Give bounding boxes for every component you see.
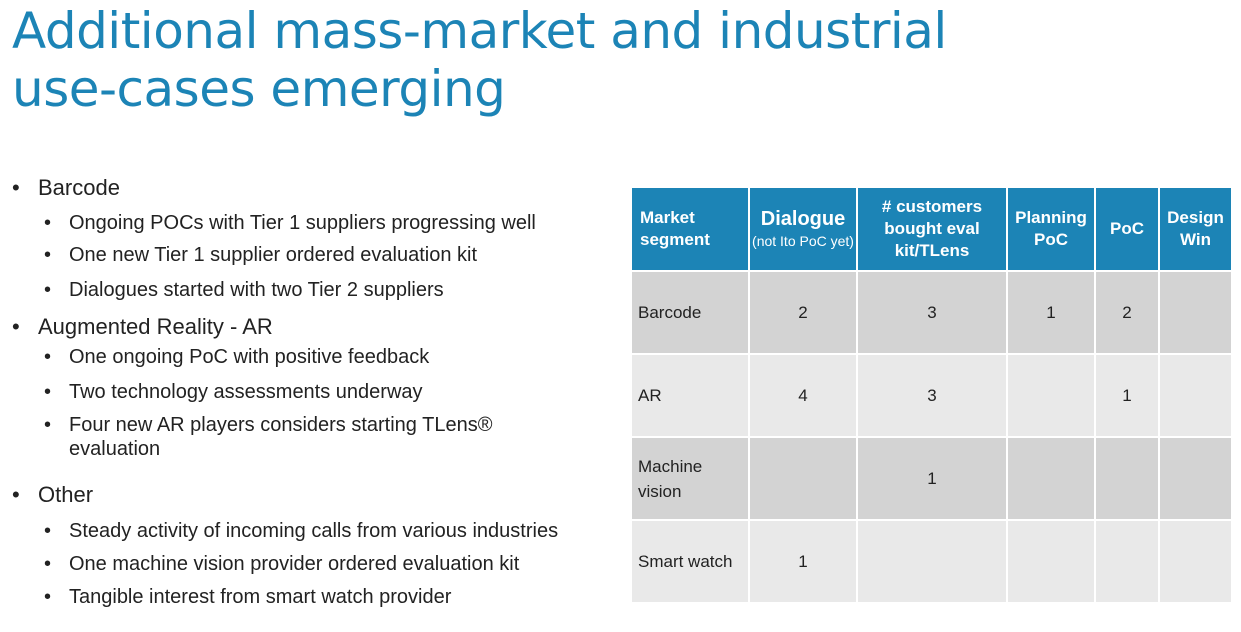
bullet-other: Other (12, 478, 622, 512)
cell-design-win (1158, 436, 1233, 521)
header-customers: # customers bought eval kit/TLens (856, 186, 1008, 272)
table-row: Barcode 2 3 1 2 (630, 270, 1233, 355)
header-customers-label: # customers bought eval kit/TLens (881, 197, 983, 260)
cell-poc (1094, 436, 1160, 521)
cell-segment: Smart watch (630, 519, 750, 604)
bullet-ar: Augmented Reality - AR (12, 310, 622, 344)
cell-planning (1006, 519, 1096, 604)
cell-dialogue: 4 (748, 353, 858, 438)
sub-bullet: Steady activity of incoming calls from v… (12, 519, 622, 543)
table-row: Smart watch 1 (630, 519, 1233, 604)
sub-bullet: Ongoing POCs with Tier 1 suppliers progr… (12, 211, 622, 235)
cell-dialogue (748, 436, 858, 521)
bullet-list: Barcode Ongoing POCs with Tier 1 supplie… (12, 170, 622, 609)
header-dialogue-sublabel: (not Ito PoC yet) (752, 233, 854, 249)
header-planning-poc-label: Planning PoC (1015, 208, 1087, 249)
table-row: Machine vision 1 (630, 436, 1233, 521)
cell-planning (1006, 353, 1096, 438)
sub-bullet: One ongoing PoC with positive feedback (12, 345, 622, 369)
sub-bullet: One new Tier 1 supplier ordered evaluati… (12, 243, 622, 267)
sub-bullet: One machine vision provider ordered eval… (12, 552, 622, 576)
cell-segment: Barcode (630, 270, 750, 355)
cell-segment: AR (630, 353, 750, 438)
cell-dialogue: 2 (748, 270, 858, 355)
header-design-win: Design Win (1158, 186, 1233, 272)
header-design-win-label: Design Win (1167, 208, 1224, 249)
sub-bullet: Dialogues started with two Tier 2 suppli… (12, 278, 622, 302)
sub-bullet: Four new AR players considers starting T… (12, 413, 529, 461)
header-dialogue: Dialogue (not Ito PoC yet) (748, 186, 858, 272)
slide-title-line-1: Additional mass-market and industrial (12, 2, 947, 60)
cell-design-win (1158, 270, 1233, 355)
table-row: AR 4 3 1 (630, 353, 1233, 438)
header-dialogue-label: Dialogue (760, 208, 846, 230)
cell-design-win (1158, 519, 1233, 604)
sub-bullet: Two technology assessments underway (12, 380, 622, 404)
bullet-barcode: Barcode (12, 170, 622, 207)
cell-segment: Machine vision (630, 436, 750, 521)
market-segment-table: Market segment Dialogue (not Ito PoC yet… (630, 186, 1233, 604)
header-market-segment: Market segment (630, 186, 750, 272)
cell-planning: 1 (1006, 270, 1096, 355)
cell-poc: 2 (1094, 270, 1160, 355)
header-poc-label: PoC (1110, 219, 1144, 238)
cell-customers: 3 (856, 270, 1008, 355)
header-market-segment-label: Market segment (640, 208, 710, 249)
header-poc: PoC (1094, 186, 1160, 272)
cell-customers: 1 (856, 436, 1008, 521)
cell-customers (856, 519, 1008, 604)
table-header-row: Market segment Dialogue (not Ito PoC yet… (630, 186, 1233, 272)
slide-title: Additional mass-market and industrial us… (12, 2, 947, 118)
cell-design-win (1158, 353, 1233, 438)
cell-dialogue: 1 (748, 519, 858, 604)
cell-customers: 3 (856, 353, 1008, 438)
header-planning-poc: Planning PoC (1006, 186, 1096, 272)
cell-poc: 1 (1094, 353, 1160, 438)
slide-title-line-2: use-cases emerging (12, 60, 506, 118)
cell-poc (1094, 519, 1160, 604)
sub-bullet: Tangible interest from smart watch provi… (12, 585, 622, 609)
cell-planning (1006, 436, 1096, 521)
